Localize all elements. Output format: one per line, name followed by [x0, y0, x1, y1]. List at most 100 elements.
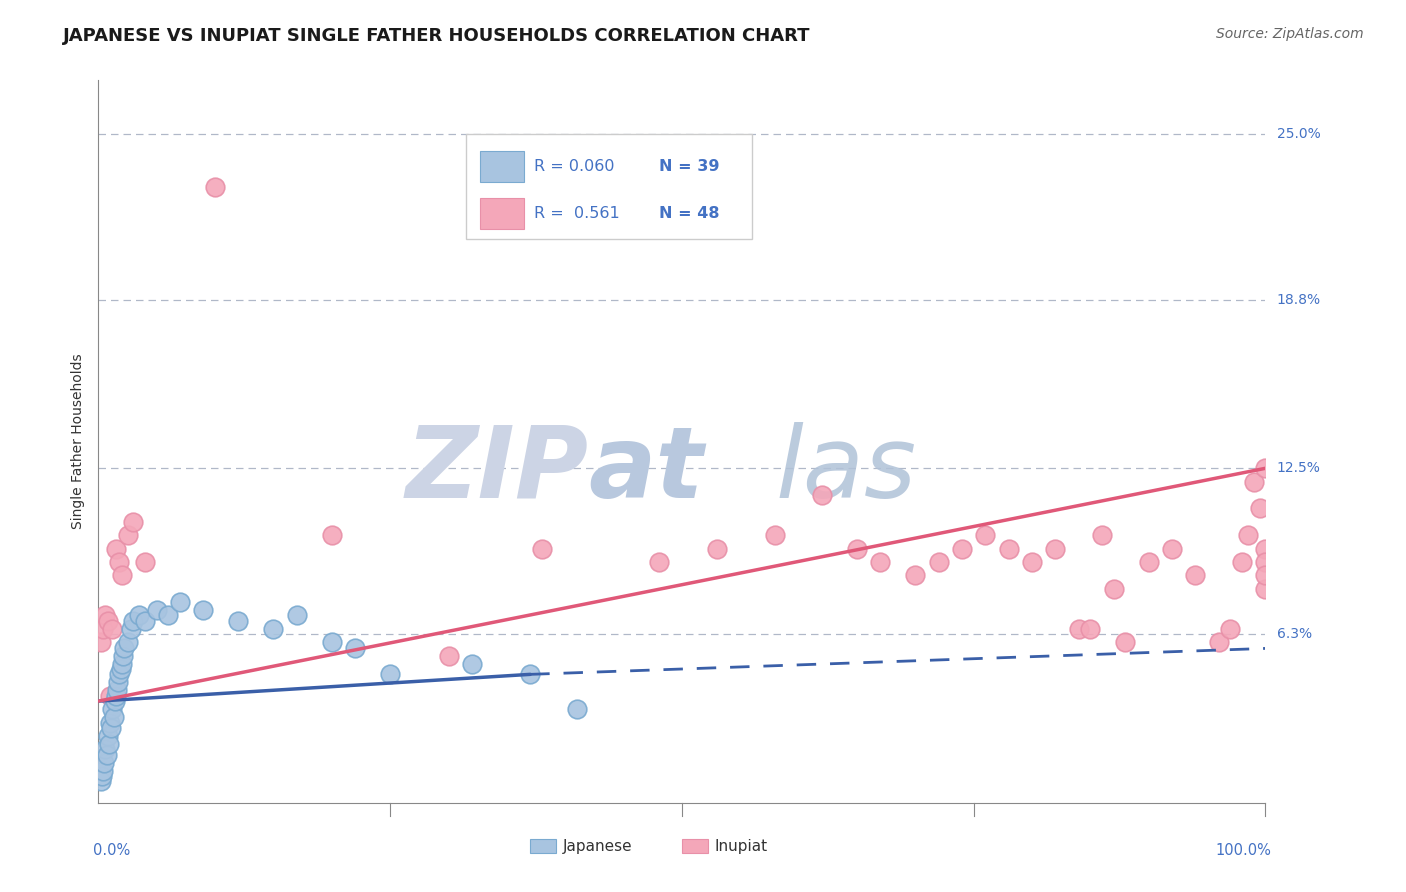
Point	[1254, 568, 1277, 582]
Point	[321, 635, 343, 649]
Point	[1080, 622, 1102, 636]
Point	[1254, 582, 1277, 596]
Point	[98, 715, 121, 730]
Point	[519, 667, 541, 681]
Point	[1045, 541, 1067, 556]
Point	[98, 689, 121, 703]
Point	[134, 614, 156, 628]
Point	[285, 608, 308, 623]
Point	[94, 742, 117, 756]
Point	[107, 675, 129, 690]
Point	[122, 614, 145, 628]
Point	[193, 603, 215, 617]
Point	[104, 541, 127, 556]
Point	[380, 667, 402, 681]
Point	[974, 528, 997, 542]
Bar	[479, 152, 524, 182]
Point	[91, 622, 114, 636]
Point	[1254, 555, 1277, 569]
Point	[1091, 528, 1114, 542]
Point	[94, 608, 117, 623]
Point	[110, 662, 132, 676]
Text: R =  0.561: R = 0.561	[534, 206, 620, 221]
Point	[204, 180, 226, 194]
Point	[928, 555, 950, 569]
Point	[344, 640, 367, 655]
Point	[97, 737, 120, 751]
Text: N = 48: N = 48	[658, 206, 718, 221]
Point	[1102, 582, 1125, 596]
Point	[100, 721, 122, 735]
Text: R = 0.060: R = 0.060	[534, 159, 614, 174]
Text: N = 39: N = 39	[658, 159, 718, 174]
FancyBboxPatch shape	[465, 135, 752, 239]
Point	[1067, 622, 1090, 636]
Point	[122, 515, 145, 529]
Text: JAPANESE VS INUPIAT SINGLE FATHER HOUSEHOLDS CORRELATION CHART: JAPANESE VS INUPIAT SINGLE FATHER HOUSEH…	[63, 27, 811, 45]
Point	[997, 541, 1019, 556]
Text: Inupiat: Inupiat	[714, 838, 768, 854]
Point	[111, 568, 134, 582]
Text: 6.3%: 6.3%	[1277, 627, 1312, 641]
Point	[846, 541, 869, 556]
Point	[120, 622, 142, 636]
Point	[228, 614, 250, 628]
Point	[1021, 555, 1043, 569]
Point	[461, 657, 484, 671]
Point	[108, 555, 131, 569]
Point	[111, 648, 134, 663]
Bar	[530, 838, 555, 854]
Point	[146, 603, 169, 617]
Text: 25.0%: 25.0%	[1277, 127, 1320, 141]
Point	[96, 747, 118, 762]
Text: at: at	[589, 422, 704, 519]
Point	[93, 756, 115, 770]
Point	[101, 702, 124, 716]
Text: Japanese: Japanese	[562, 838, 633, 854]
Point	[1237, 528, 1260, 542]
Text: Source: ZipAtlas.com: Source: ZipAtlas.com	[1216, 27, 1364, 41]
Point	[565, 702, 588, 716]
Point	[157, 608, 180, 623]
Point	[105, 683, 128, 698]
Point	[647, 555, 669, 569]
Bar	[682, 838, 707, 854]
Point	[104, 694, 127, 708]
Point	[1249, 501, 1271, 516]
Point	[134, 555, 156, 569]
Y-axis label: Single Father Households: Single Father Households	[70, 354, 84, 529]
Point	[811, 488, 834, 502]
Text: 18.8%: 18.8%	[1277, 293, 1320, 307]
Text: 0.0%: 0.0%	[93, 843, 129, 857]
Point	[108, 667, 131, 681]
Point	[1161, 541, 1184, 556]
Point	[904, 568, 927, 582]
Point	[1208, 635, 1230, 649]
Point	[1230, 555, 1253, 569]
Point	[90, 769, 112, 783]
Point	[706, 541, 728, 556]
Point	[1137, 555, 1160, 569]
Point	[1114, 635, 1136, 649]
Point	[763, 528, 786, 542]
Point	[262, 622, 284, 636]
Point	[950, 541, 973, 556]
Point	[1254, 461, 1277, 475]
Point	[169, 595, 191, 609]
Point	[869, 555, 891, 569]
Point	[1243, 475, 1265, 489]
Bar	[479, 198, 524, 228]
Point	[321, 528, 343, 542]
Point	[112, 640, 135, 655]
Point	[90, 635, 112, 649]
Point	[1184, 568, 1206, 582]
Point	[117, 528, 139, 542]
Point	[117, 635, 139, 649]
Point	[1254, 541, 1277, 556]
Point	[97, 614, 120, 628]
Point	[97, 729, 120, 743]
Point	[1219, 622, 1241, 636]
Point	[111, 657, 134, 671]
Point	[91, 764, 114, 778]
Point	[437, 648, 460, 663]
